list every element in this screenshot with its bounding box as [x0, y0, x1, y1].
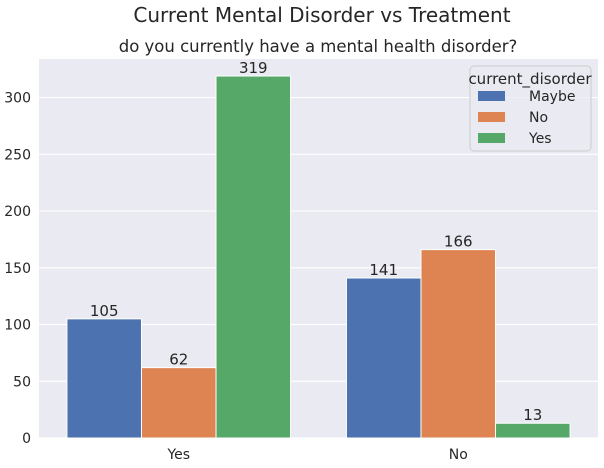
chart-title: Current Mental Disorder vs Treatment — [133, 3, 510, 27]
bar-value-label: 13 — [523, 406, 542, 424]
y-tick-label: 200 — [4, 204, 31, 220]
y-tick-label: 300 — [4, 91, 31, 107]
legend-box — [469, 65, 592, 152]
bar-value-label: 319 — [239, 59, 268, 77]
legend-label: No — [529, 110, 548, 126]
x-tick-label: Yes — [166, 447, 190, 463]
y-tick-label: 50 — [13, 374, 31, 390]
legend-label: Maybe — [529, 89, 575, 105]
chart-subtitle: do you currently have a mental health di… — [119, 37, 518, 56]
bar — [140, 367, 217, 439]
legend-label: Yes — [528, 131, 552, 147]
y-tick-label: 150 — [4, 261, 31, 277]
bar-value-label: 141 — [369, 261, 398, 279]
bar-value-label: 166 — [444, 233, 473, 251]
bar — [66, 318, 142, 439]
legend-swatch — [478, 112, 505, 122]
y-tick-label: 100 — [4, 318, 31, 334]
x-tick-label: No — [449, 447, 468, 463]
bar — [495, 422, 571, 439]
bar — [420, 249, 497, 439]
legend-title: current_disorder — [468, 70, 592, 89]
bar-value-label: 105 — [90, 302, 119, 320]
y-tick-label: 250 — [4, 147, 31, 163]
legend-swatch — [478, 91, 505, 101]
bar-value-label: 62 — [169, 351, 188, 369]
bar — [215, 75, 292, 439]
y-tick-label: 0 — [22, 431, 31, 447]
legend-swatch — [478, 133, 505, 143]
bar — [345, 277, 422, 439]
